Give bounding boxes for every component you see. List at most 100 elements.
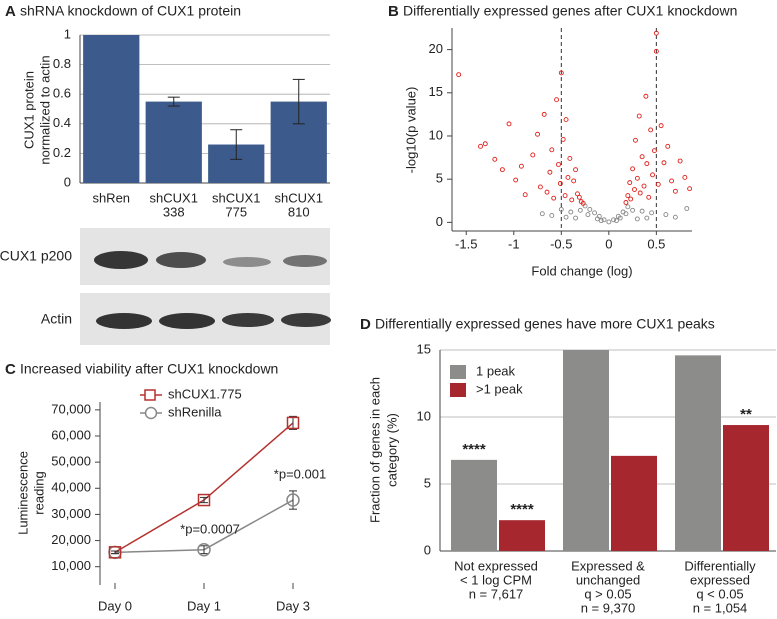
x-tick-label: shCUX1 — [150, 190, 198, 205]
point — [630, 166, 636, 172]
point — [499, 167, 505, 173]
point — [617, 215, 623, 221]
significance-label: **** — [462, 441, 486, 458]
y-tick-label: 5 — [424, 475, 431, 490]
point — [641, 183, 647, 189]
point — [585, 212, 591, 218]
bar — [83, 35, 140, 183]
point — [551, 195, 557, 201]
point — [569, 197, 575, 203]
point — [571, 178, 577, 184]
y-tick-label: 60,000 — [51, 427, 91, 442]
y-tick-label: 1 — [64, 26, 71, 41]
point — [518, 163, 524, 169]
y-tick-label: 0.8 — [53, 56, 71, 71]
point — [665, 143, 671, 149]
y-tick-label: 15 — [429, 84, 443, 99]
point — [663, 212, 669, 218]
point — [623, 211, 629, 217]
point — [653, 48, 659, 54]
marker — [197, 542, 211, 557]
y-axis-label: Luminescence — [15, 451, 30, 535]
point — [658, 123, 664, 129]
bar — [723, 425, 769, 551]
blot-band — [281, 313, 331, 327]
legend-marker — [144, 389, 156, 401]
chart-title: Differentially expressed genes after CUX… — [403, 3, 737, 19]
x-tick-label: 0.5 — [647, 236, 665, 251]
bar — [675, 355, 721, 551]
point — [456, 72, 462, 78]
point — [630, 207, 636, 213]
point — [549, 147, 555, 153]
significance-label: ** — [740, 406, 752, 423]
x-tick-label: Day 1 — [187, 598, 221, 613]
point — [563, 117, 569, 123]
point — [539, 211, 545, 217]
bar — [499, 520, 545, 551]
y-tick-label: 10,000 — [51, 558, 91, 573]
point — [594, 216, 600, 222]
x-tick-label: Not expressed — [454, 558, 538, 573]
point — [541, 111, 547, 117]
point — [644, 215, 650, 221]
blot-label: Actin — [41, 311, 72, 327]
y-tick-label: 0.2 — [53, 145, 71, 160]
x-tick-label: shCUX1 — [275, 190, 323, 205]
x-tick-label: -0.5 — [550, 236, 572, 251]
point — [573, 215, 579, 221]
x-tick-label: < 1 log CPM — [460, 572, 532, 587]
y-tick-label: 50,000 — [51, 454, 91, 469]
x-tick-label: 0 — [605, 236, 612, 251]
legend-swatch — [450, 383, 466, 397]
point — [562, 193, 568, 199]
point — [556, 162, 561, 167]
y-axis-label: CUX1 protein — [21, 71, 36, 149]
x-tick-label: shCUX1 — [212, 190, 260, 205]
point — [687, 186, 693, 192]
x-tick-label: -1 — [508, 236, 520, 251]
point — [492, 156, 498, 162]
western-blot — [80, 228, 331, 345]
point — [652, 148, 657, 154]
point — [601, 217, 607, 223]
point — [598, 218, 604, 224]
point — [627, 180, 633, 186]
blot-band — [94, 251, 148, 269]
point — [648, 127, 654, 133]
point — [623, 200, 629, 205]
annotation: *p=0.001 — [274, 466, 326, 481]
point — [563, 214, 569, 220]
point — [530, 152, 536, 158]
x-tick-label: Day 0 — [98, 598, 132, 613]
point — [669, 178, 675, 184]
bar — [145, 101, 202, 183]
point — [606, 219, 612, 225]
point — [560, 136, 566, 142]
point — [636, 113, 642, 119]
point — [632, 137, 638, 143]
point — [577, 207, 583, 213]
panel-label: B — [388, 3, 399, 20]
y-axis-label: reading — [31, 471, 46, 514]
y-tick-label: 0.6 — [53, 86, 71, 101]
blot-band — [156, 252, 206, 268]
point — [634, 216, 640, 222]
x-tick-label: -1.5 — [455, 236, 477, 251]
y-axis-label: category (%) — [384, 413, 399, 487]
point — [568, 209, 574, 215]
panel-label: C — [5, 361, 16, 378]
legend-label: >1 peak — [476, 381, 523, 396]
point — [649, 210, 655, 216]
point — [643, 93, 649, 99]
y-tick-label: 0 — [64, 174, 71, 189]
y-tick-label: 5 — [436, 171, 443, 186]
y-tick-label: 30,000 — [51, 506, 91, 521]
x-tick-label: q < 0.05 — [696, 586, 743, 601]
bar — [611, 455, 657, 551]
point — [554, 97, 560, 103]
blot-band — [223, 257, 271, 267]
x-tick-label: 775 — [225, 204, 247, 219]
point — [672, 214, 678, 220]
